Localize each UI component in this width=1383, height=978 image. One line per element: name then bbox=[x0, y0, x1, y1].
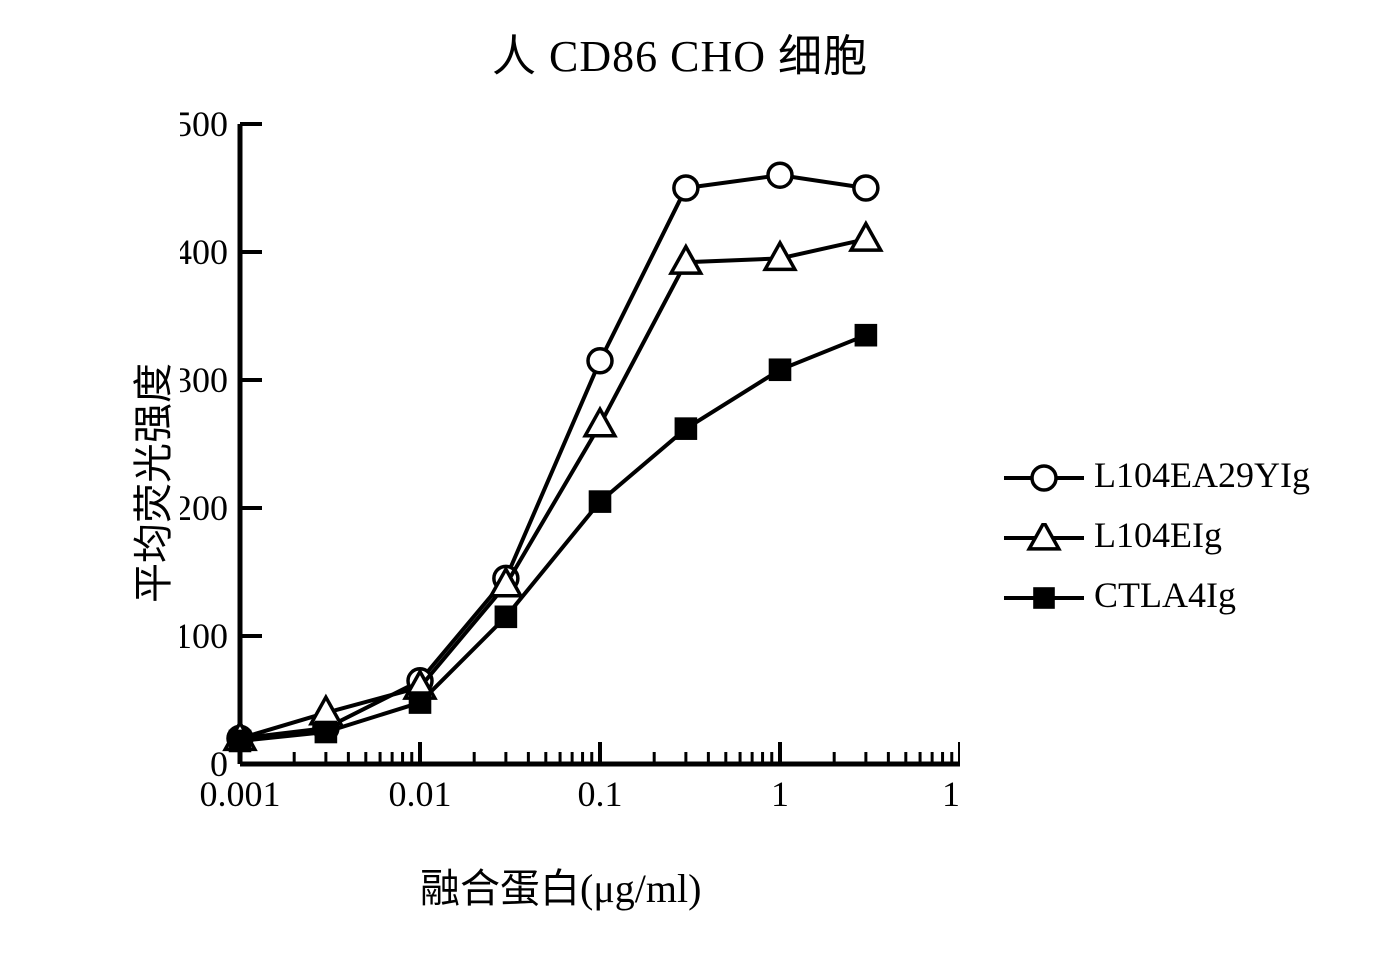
legend-item: CTLA4Ig bbox=[1004, 574, 1310, 616]
plot-wrapper: 平均荧光强度 0100200300400500 0.0010.010.1110 bbox=[80, 104, 1280, 904]
svg-text:0.01: 0.01 bbox=[389, 774, 452, 814]
legend-marker-icon bbox=[1004, 460, 1084, 490]
svg-text:10: 10 bbox=[942, 774, 960, 814]
legend-item: L104EIg bbox=[1004, 514, 1310, 556]
axes: 0100200300400500 0.0010.010.1110 bbox=[180, 104, 960, 814]
legend-label: L104EIg bbox=[1094, 514, 1222, 556]
svg-text:0.1: 0.1 bbox=[578, 774, 623, 814]
svg-text:400: 400 bbox=[180, 232, 228, 272]
chart-container: 人 CD86 CHO 细胞 平均荧光强度 0100200300400500 0.… bbox=[80, 20, 1280, 940]
legend-marker-icon bbox=[1004, 580, 1084, 610]
legend-label: CTLA4Ig bbox=[1094, 574, 1236, 616]
legend: L104EA29YIg L104EIg CTLA4Ig bbox=[1004, 454, 1310, 634]
x-ticks: 0.001 0.01 0.1 1 10 bbox=[200, 742, 961, 814]
series-group bbox=[225, 163, 881, 752]
legend-label: L104EA29YIg bbox=[1094, 454, 1310, 496]
svg-text:0.001: 0.001 bbox=[200, 774, 281, 814]
svg-text:500: 500 bbox=[180, 104, 228, 144]
chart-title: 人 CD86 CHO 细胞 bbox=[80, 20, 1280, 84]
chart-svg: 0100200300400500 0.0010.010.1110 bbox=[180, 104, 960, 844]
legend-item: L104EA29YIg bbox=[1004, 454, 1310, 496]
y-ticks: 0100200300400500 bbox=[180, 104, 262, 784]
svg-text:300: 300 bbox=[180, 360, 228, 400]
legend-marker-icon bbox=[1004, 520, 1084, 550]
svg-text:1: 1 bbox=[771, 774, 789, 814]
y-axis-label: 平均荧光强度 bbox=[121, 363, 179, 603]
svg-text:200: 200 bbox=[180, 488, 228, 528]
svg-text:100: 100 bbox=[180, 616, 228, 656]
x-axis-label: 融合蛋白(μg/ml) bbox=[420, 856, 701, 914]
